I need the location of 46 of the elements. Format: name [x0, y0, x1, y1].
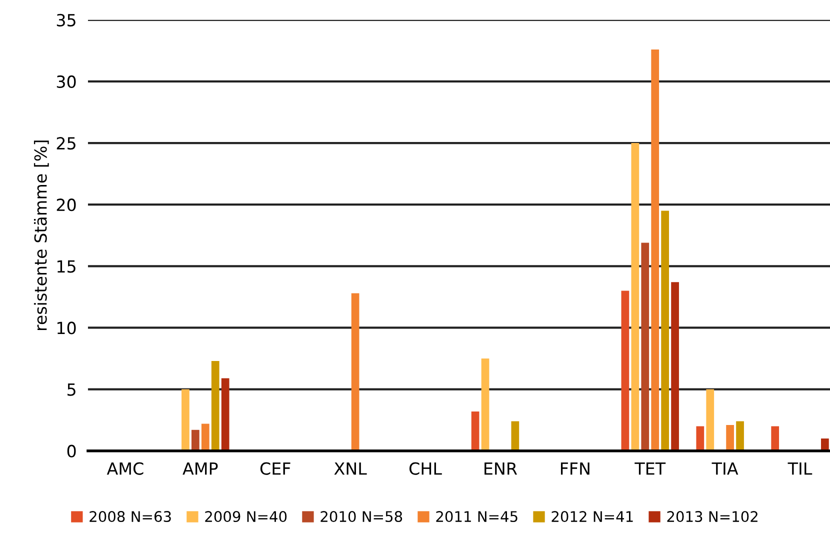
- bar: [631, 143, 640, 451]
- bar: [211, 360, 220, 451]
- y-tick-label: 15: [57, 260, 76, 273]
- y-axis-title: resistente Stämme [%]: [34, 140, 49, 330]
- bar: [621, 290, 630, 451]
- x-tick-label: CEF: [260, 462, 290, 475]
- x-tick-label: XNL: [334, 462, 367, 475]
- legend-label: 2013 N=102: [667, 511, 758, 522]
- bar: [671, 282, 679, 451]
- x-tick-label: FFN: [560, 462, 590, 475]
- bar: [201, 424, 210, 451]
- bar: [661, 210, 670, 451]
- bar: [221, 378, 230, 451]
- y-tick-label: 25: [56, 136, 76, 150]
- bar: [481, 358, 490, 451]
- y-tick-label: 10: [57, 322, 76, 334]
- bar: [736, 421, 744, 451]
- x-tick-label: AMC: [106, 462, 144, 475]
- legend-label: 2010 N=58: [320, 511, 402, 522]
- x-tick-label: TIL: [788, 462, 812, 475]
- y-tick-label: 0: [67, 444, 76, 458]
- legend-label: 2009 N=40: [205, 511, 287, 522]
- y-tick-label: 20: [56, 198, 76, 212]
- bar: [726, 424, 734, 451]
- bar: [511, 421, 520, 451]
- x-tick-label: TIA: [712, 462, 738, 475]
- bar: [641, 242, 650, 451]
- x-tick-label: ENR: [484, 462, 518, 475]
- x-tick-label: CHL: [409, 462, 442, 475]
- legend-label: 2011 N=45: [436, 511, 518, 522]
- bar: [471, 411, 480, 451]
- bar: [182, 389, 190, 451]
- legend-label: 2008 N=63: [90, 511, 171, 522]
- legend-label: 2012 N=41: [552, 511, 633, 522]
- bar: [351, 293, 360, 451]
- y-tick-label: 30: [56, 75, 76, 88]
- x-tick-label: TET: [634, 462, 666, 475]
- bar: [821, 438, 829, 451]
- x-tick-label: AMP: [182, 462, 218, 475]
- bar: [191, 430, 200, 451]
- bar: [696, 426, 704, 451]
- bar: [651, 49, 660, 451]
- y-tick-label: 5: [68, 383, 76, 396]
- bar: [771, 426, 780, 451]
- y-tick-label: 35: [56, 14, 76, 26]
- bar: [706, 389, 714, 451]
